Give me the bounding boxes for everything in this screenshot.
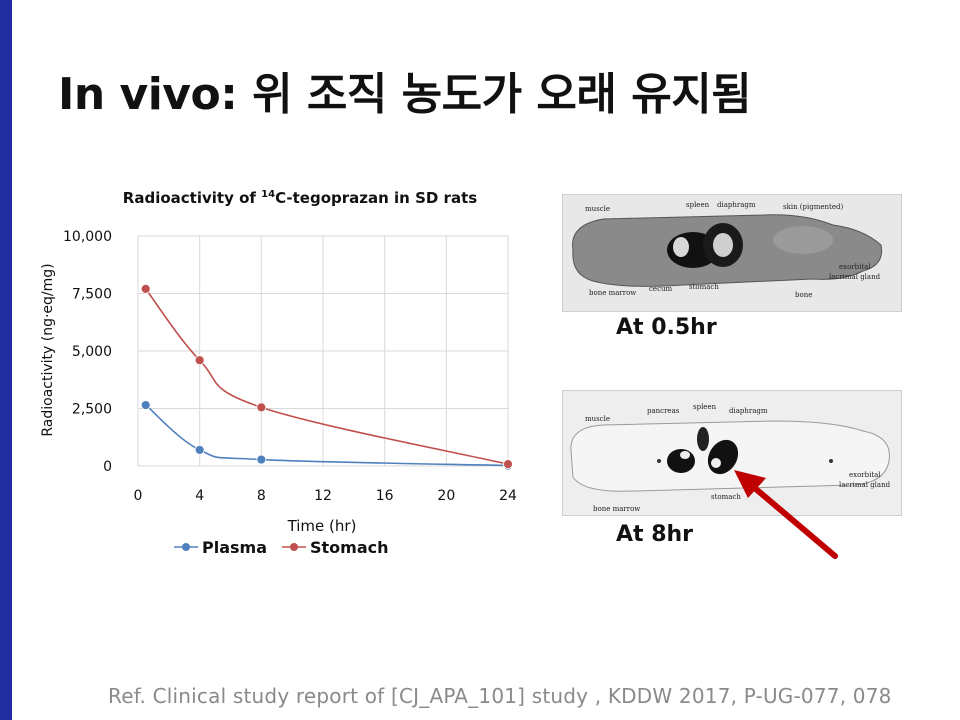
data-point-stomach xyxy=(503,459,513,470)
chart-title: Radioactivity of 14C-tegoprazan in SD ra… xyxy=(123,189,477,207)
autoradiograph-8hr: muscle pancreas spleen diaphragm exorbit… xyxy=(562,390,902,516)
x-tick-label: 16 xyxy=(376,488,394,504)
data-point-stomach xyxy=(194,355,205,366)
legend-label-stomach: Stomach xyxy=(310,538,389,557)
y-tick-label: 2,500 xyxy=(72,402,112,418)
data-point-plasma xyxy=(194,444,205,455)
label-muscle-8hr: muscle xyxy=(585,415,610,423)
chart-gridlines xyxy=(137,235,509,467)
slide-title: In vivo: 위 조직 농도가 오래 유지됨 xyxy=(58,69,752,120)
chart-title-suffix: C-tegoprazan in SD rats xyxy=(275,189,477,207)
x-tick-label: 24 xyxy=(499,488,517,504)
y-tick-label: 10,000 xyxy=(63,229,112,245)
chart-title-mid: of xyxy=(234,189,261,207)
x-tick-label: 4 xyxy=(195,488,204,504)
data-point-plasma xyxy=(140,400,151,410)
label-exorbital-8hr: exorbital xyxy=(849,471,881,479)
caption-8hr: At 8hr xyxy=(616,522,694,547)
chart-title-prefix: Radioactivity xyxy=(123,189,234,207)
legend-label-plasma: Plasma xyxy=(202,538,267,557)
accent-side-bar xyxy=(0,0,12,720)
x-tick-label: 8 xyxy=(257,488,266,504)
chart-series xyxy=(140,284,513,471)
series-line-plasma xyxy=(145,404,509,467)
legend-marker-stomach xyxy=(290,543,298,551)
arrow-pointer-icon xyxy=(734,470,838,559)
label-lacrimal-8hr: lacrimal gland xyxy=(839,481,891,489)
x-axis-label: Time (hr) xyxy=(287,517,357,535)
autoradiograph-0-5hr: muscle spleen diaphragm skin (pigmented)… xyxy=(562,194,902,312)
reference-text: Ref. Clinical study report of [CJ_APA_10… xyxy=(108,684,892,708)
label-spleen-8hr: spleen xyxy=(693,403,717,411)
label-diaphragm: diaphragm xyxy=(717,201,756,209)
label-exorbital: exorbital xyxy=(839,263,871,271)
label-stomach-8hr: stomach xyxy=(711,493,741,501)
y-tick-label: 0 xyxy=(103,459,112,475)
data-point-stomach xyxy=(140,284,151,294)
label-spleen: spleen xyxy=(686,201,710,209)
radioactivity-line-chart: Radioactivity of 14C-tegoprazan in SD ra… xyxy=(40,189,517,557)
x-axis-ticks: 0 4 8 12 16 20 24 xyxy=(134,488,517,504)
series-line-stomach xyxy=(145,288,509,465)
chart-legend: Plasma Stomach xyxy=(174,538,389,557)
data-point-stomach xyxy=(256,402,267,413)
label-stomach: stomach xyxy=(689,283,719,291)
label-cecum: cecum xyxy=(649,285,672,293)
y-axis-label: Radioactivity (ng·eq/mg) xyxy=(40,263,56,436)
label-bone-marrow: bone marrow xyxy=(589,289,636,297)
label-skin: skin (pigmented) xyxy=(783,203,843,211)
x-tick-label: 0 xyxy=(134,488,143,504)
y-tick-label: 7,500 xyxy=(72,287,112,303)
x-tick-label: 20 xyxy=(437,488,455,504)
label-bone-marrow-8hr: bone marrow xyxy=(593,505,640,513)
y-tick-label: 5,000 xyxy=(72,344,112,360)
caption-0-5hr: At 0.5hr xyxy=(616,315,717,340)
chart-title-superscript: 14 xyxy=(261,189,275,200)
label-muscle: muscle xyxy=(585,205,610,213)
data-point-plasma xyxy=(256,454,267,465)
legend-marker-plasma xyxy=(182,543,190,551)
y-axis-ticks: 0 2,500 5,000 7,500 10,000 xyxy=(63,229,112,475)
label-pancreas: pancreas xyxy=(647,407,680,415)
label-diaphragm-8hr: diaphragm xyxy=(729,407,768,415)
label-lacrimal: lacrimal gland xyxy=(829,273,881,281)
x-tick-label: 12 xyxy=(314,488,332,504)
label-bone: bone xyxy=(795,291,812,299)
